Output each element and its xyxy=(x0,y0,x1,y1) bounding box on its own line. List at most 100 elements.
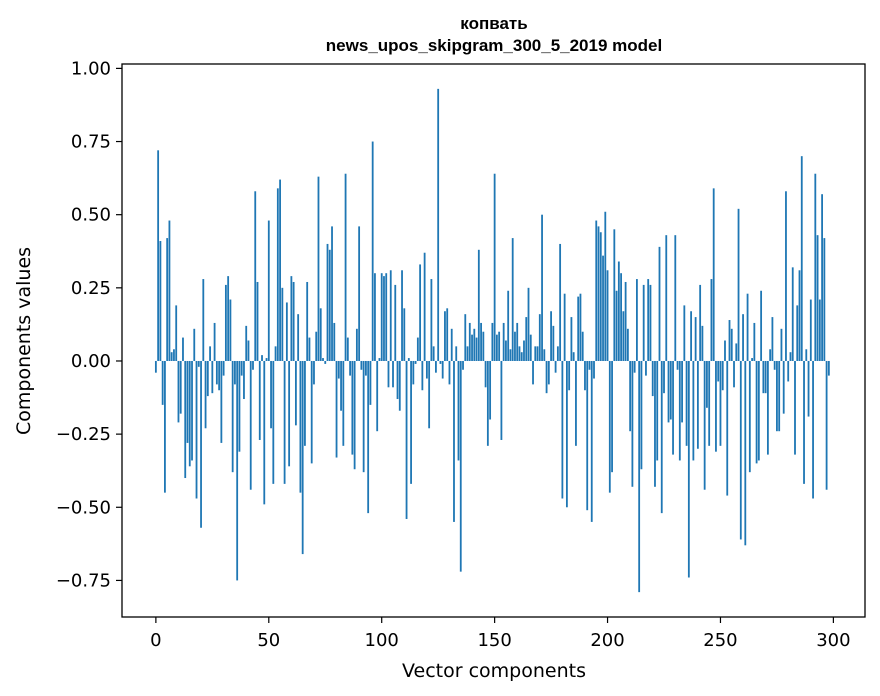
bar xyxy=(742,314,744,361)
bar xyxy=(290,276,293,361)
bar xyxy=(575,360,577,446)
bar xyxy=(744,360,747,546)
bar xyxy=(579,293,582,361)
bar xyxy=(809,299,812,361)
bar xyxy=(721,360,724,391)
bar xyxy=(751,358,753,361)
bar xyxy=(766,360,769,455)
bar xyxy=(175,305,178,361)
bar xyxy=(365,360,367,376)
bar xyxy=(728,320,731,361)
bar xyxy=(222,360,225,376)
bar xyxy=(202,279,205,361)
bar xyxy=(459,360,462,572)
bar xyxy=(392,360,394,388)
bar xyxy=(272,360,275,484)
bar xyxy=(396,360,399,400)
bar xyxy=(328,249,331,361)
bar xyxy=(234,360,236,385)
bar xyxy=(654,360,656,487)
bar xyxy=(771,317,774,361)
bar xyxy=(484,360,487,388)
bar xyxy=(215,360,218,385)
bar xyxy=(527,287,530,361)
bar xyxy=(636,279,638,361)
bar xyxy=(455,346,458,361)
bar xyxy=(416,337,419,361)
bar xyxy=(252,360,254,370)
bar xyxy=(595,220,598,361)
bar xyxy=(547,360,550,385)
bar xyxy=(807,360,810,417)
bar xyxy=(265,358,268,361)
bar xyxy=(703,360,706,490)
bar xyxy=(254,191,257,361)
bar xyxy=(748,360,751,473)
x-tick-label: 300 xyxy=(816,630,850,651)
bar xyxy=(733,360,735,388)
bar xyxy=(457,360,460,461)
bar xyxy=(638,360,641,593)
x-tick-label: 200 xyxy=(590,630,624,651)
bar xyxy=(785,191,787,361)
bar xyxy=(240,360,243,376)
bars-group xyxy=(154,88,830,593)
bar xyxy=(588,360,591,370)
bar xyxy=(410,360,412,484)
bar xyxy=(423,252,426,361)
bar xyxy=(398,360,401,411)
bar xyxy=(604,211,607,361)
bar xyxy=(249,360,252,490)
bar xyxy=(218,360,221,391)
bar xyxy=(617,261,620,361)
bar xyxy=(224,284,227,361)
bar xyxy=(699,284,702,361)
bar xyxy=(493,173,496,361)
bar xyxy=(692,360,695,461)
bar xyxy=(676,360,679,370)
bar xyxy=(161,360,164,405)
bar xyxy=(814,173,817,361)
bar xyxy=(739,360,742,540)
bar xyxy=(157,150,160,361)
bar xyxy=(489,360,492,420)
bar xyxy=(683,305,686,361)
bar xyxy=(432,346,435,361)
bar xyxy=(206,360,209,397)
bar xyxy=(428,360,431,429)
bar xyxy=(200,360,202,528)
bar xyxy=(340,360,342,411)
bar xyxy=(816,235,819,361)
bar xyxy=(213,322,216,361)
bar xyxy=(351,360,354,455)
bar xyxy=(581,331,584,361)
bar xyxy=(611,360,613,473)
bar xyxy=(495,334,498,361)
bar xyxy=(649,284,652,361)
bar xyxy=(346,337,349,361)
bar xyxy=(362,360,365,473)
bar xyxy=(317,176,320,361)
bar xyxy=(188,360,191,467)
bar xyxy=(572,352,575,361)
bar xyxy=(315,331,318,361)
bar xyxy=(706,360,708,408)
bar xyxy=(376,360,379,432)
bar xyxy=(448,360,451,385)
bar xyxy=(258,360,261,440)
bar xyxy=(640,360,643,470)
bar xyxy=(825,360,828,490)
y-tick-label: −0.50 xyxy=(56,497,111,518)
bar xyxy=(755,360,758,464)
bar xyxy=(414,360,417,364)
bar xyxy=(209,346,211,361)
bar xyxy=(778,360,781,432)
bar xyxy=(712,188,715,361)
bar xyxy=(462,360,464,370)
bar xyxy=(690,311,693,361)
bar xyxy=(597,226,600,361)
bar xyxy=(584,360,586,391)
bar xyxy=(570,317,573,361)
bar xyxy=(179,360,182,414)
